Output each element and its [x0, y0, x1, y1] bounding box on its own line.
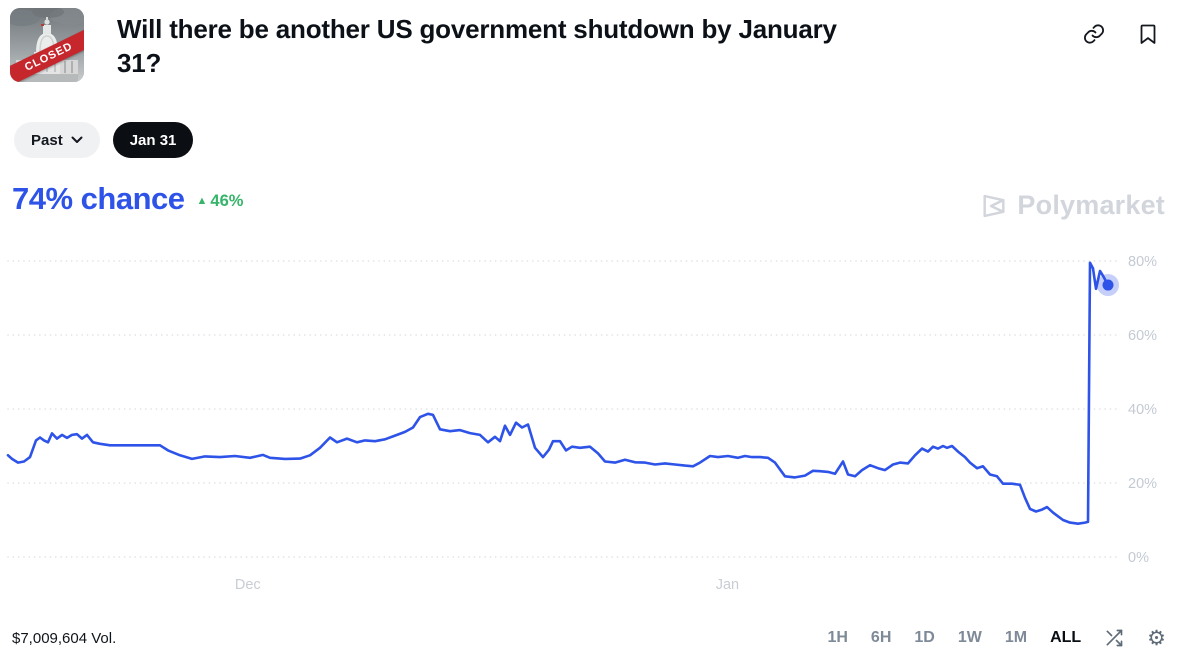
- outcome-dropdown-label: Past: [31, 131, 63, 149]
- compare-icon[interactable]: [1104, 628, 1124, 648]
- range-all[interactable]: ALL: [1050, 629, 1082, 646]
- price-chart[interactable]: 80% 60% 40% 20% 0% Dec Jan: [0, 240, 1182, 600]
- chart-controls: 1H 6H 1D 1W 1M ALL ⚙: [827, 625, 1166, 650]
- filter-pills: Past Jan 31: [14, 122, 194, 158]
- y-axis-tick: 20%: [1128, 476, 1157, 492]
- polymarket-brand-text: Polymarket: [1017, 190, 1165, 220]
- footer-bar: $7,009,604 Vol. 1H 6H 1D 1W 1M ALL ⚙: [12, 625, 1166, 651]
- chance-row: 74% chance ▲ 46%: [12, 181, 243, 217]
- up-triangle-icon: ▲: [196, 195, 208, 207]
- link-icon[interactable]: [1082, 22, 1106, 46]
- range-1m[interactable]: 1M: [1004, 629, 1028, 646]
- bookmark-icon[interactable]: [1136, 22, 1160, 46]
- chevron-down-icon: [71, 136, 83, 144]
- chance-delta: ▲ 46%: [197, 192, 244, 211]
- endpoint-dot: [1102, 279, 1114, 291]
- market-header: CLOSED Will there be another US governme…: [10, 8, 887, 82]
- outcome-dropdown[interactable]: Past: [14, 122, 100, 158]
- y-axis-tick: 60%: [1128, 328, 1157, 344]
- y-axis-tick: 40%: [1128, 402, 1157, 418]
- header-actions: [1082, 22, 1160, 46]
- range-1w[interactable]: 1W: [957, 629, 982, 646]
- x-axis-tick: Jan: [716, 577, 739, 593]
- range-1d[interactable]: 1D: [914, 629, 935, 646]
- y-axis-tick: 80%: [1128, 254, 1157, 270]
- range-1h[interactable]: 1H: [827, 629, 848, 646]
- market-thumbnail: CLOSED: [10, 8, 84, 82]
- polymarket-watermark: Polymarket: [980, 190, 1165, 221]
- settings-icon[interactable]: ⚙: [1147, 625, 1166, 650]
- chance-value: 74% chance: [12, 181, 185, 216]
- date-pill-label: Jan 31: [129, 131, 177, 149]
- polymarket-logo-icon: [983, 194, 1005, 217]
- x-axis-tick: Dec: [235, 577, 261, 593]
- price-line: [6, 261, 1110, 526]
- date-pill[interactable]: Jan 31: [112, 122, 194, 158]
- range-6h[interactable]: 6H: [870, 629, 892, 646]
- market-title: Will there be another US government shut…: [117, 14, 837, 78]
- chance-delta-value: 46%: [210, 192, 244, 210]
- volume-label: $7,009,604 Vol.: [12, 629, 117, 647]
- y-axis-tick: 0%: [1128, 550, 1149, 566]
